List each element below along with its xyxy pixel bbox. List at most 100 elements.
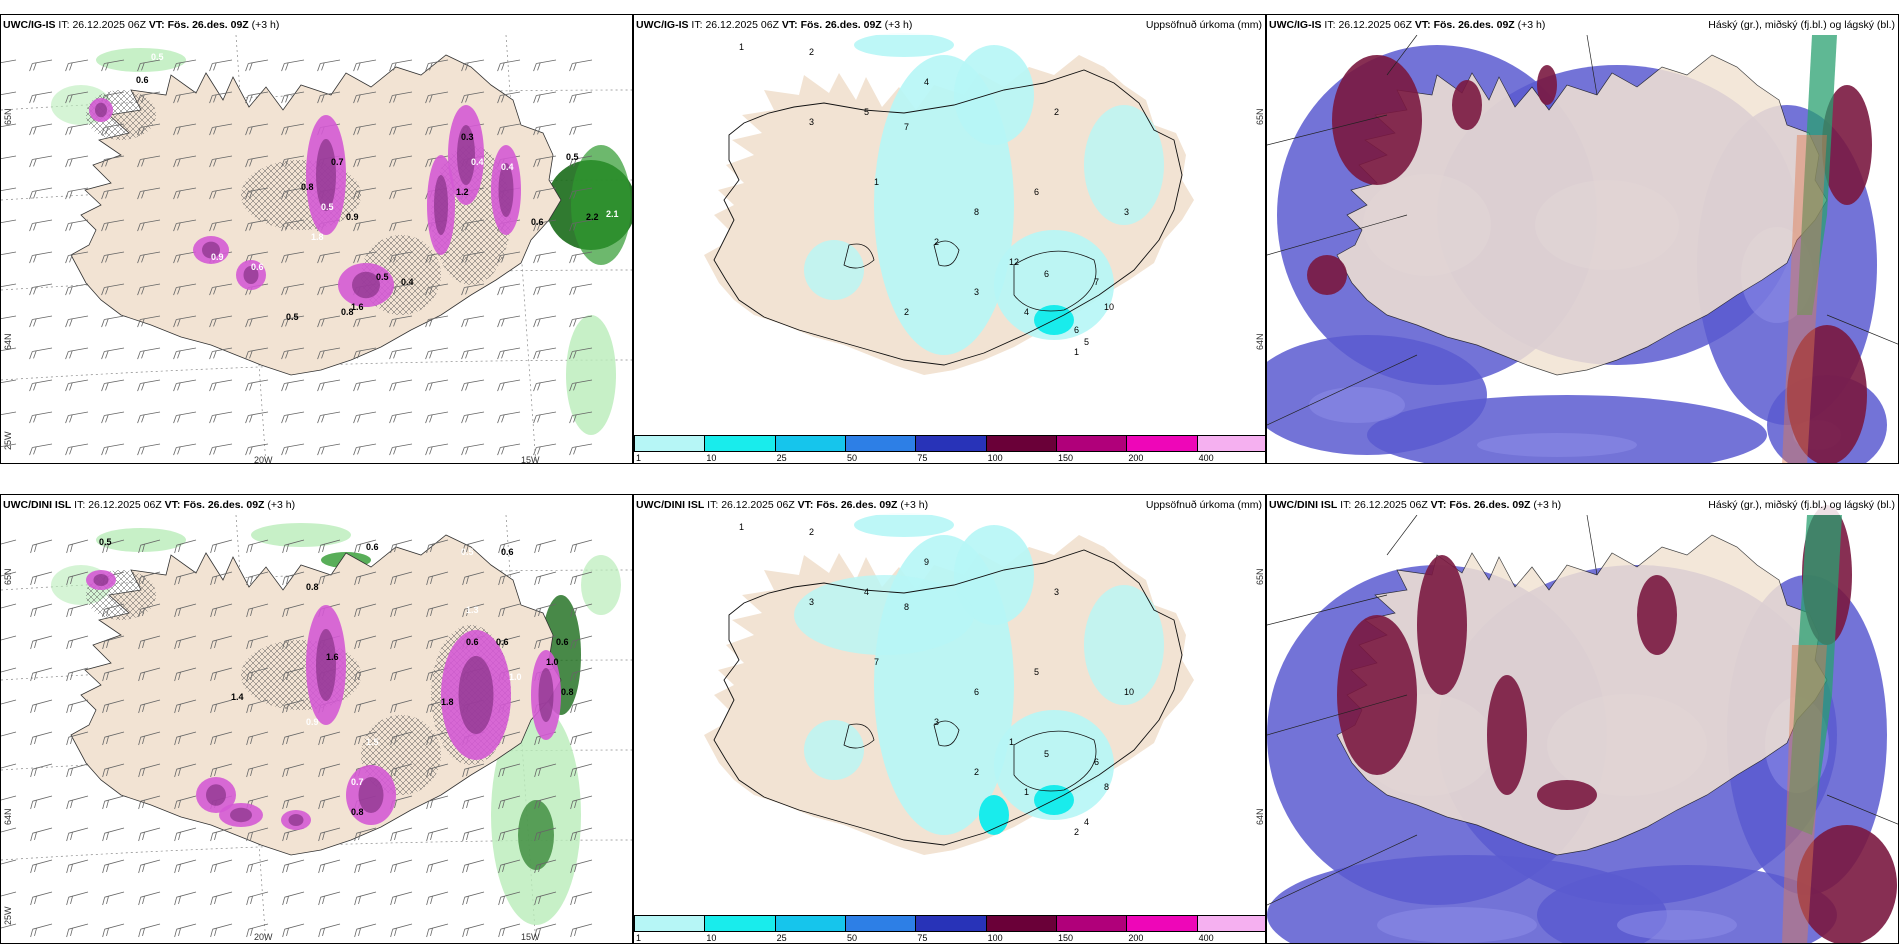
- precip-area: [581, 555, 621, 615]
- glacier-outline: [1013, 730, 1097, 792]
- it-value: 26.12.2025 06Z: [721, 499, 795, 511]
- vt-value: Fös. 26.des. 09Z: [1433, 19, 1515, 31]
- wind-barb: [353, 91, 377, 104]
- value-label: 5: [1084, 337, 1089, 347]
- wind-barb: [569, 123, 593, 136]
- low-cloud-area: [1367, 395, 1767, 463]
- wind-barb: [66, 763, 89, 778]
- wind-barb: [1, 667, 17, 674]
- mid-cloud-area: [1787, 325, 1867, 463]
- wind-barb: [210, 667, 233, 682]
- map-canvas[interactable]: [1267, 15, 1899, 464]
- wind-barb: [173, 59, 197, 72]
- value-label: 3: [1054, 587, 1059, 597]
- value-label: 0.6: [366, 542, 379, 552]
- panel-subtitle: Háský (gr.), miðský (fj.bl.) og lágský (…: [1708, 19, 1895, 31]
- wind-barb: [569, 155, 593, 168]
- wind-barb: [570, 539, 593, 554]
- lat-label: 65N: [1255, 108, 1265, 125]
- wind-barb: [30, 763, 53, 778]
- precip-shading: [704, 33, 1194, 375]
- snow-value-labels: 0.5 0.6 0.5 0.4 0.3 1.2 0.4 0.6 0.8 0.5 0.7 0.9 1.8 0…: [136, 52, 619, 322]
- cloud-panel-ig[interactable]: UWC/IG-IS IT: 26.12.2025 06Z VT: Fös. 26…: [1266, 14, 1899, 464]
- map-canvas[interactable]: 0.5 0.6 0.5 0.4 0.3 1.2 0.4 0.6 0.8 0.5 0.7 0.9 1.8 0…: [1, 15, 633, 464]
- wind-barb: [498, 571, 521, 586]
- value-label: 0.5: [461, 547, 474, 557]
- wind-barb: [246, 539, 269, 554]
- wind-barb: [426, 859, 449, 874]
- colorbar-segment: [774, 435, 846, 452]
- wind-barb: [281, 347, 305, 360]
- mid-cloud-area: [1307, 255, 1347, 295]
- value-label: 1.5: [366, 737, 379, 747]
- mid-cloud-area: [1332, 55, 1422, 185]
- wind-barb: [210, 827, 233, 842]
- precip-panel-ig[interactable]: UWC/IG-IS IT: 26.12.2025 06Z VT: Fös. 26…: [633, 14, 1266, 464]
- vt-label: VT:: [1414, 19, 1431, 31]
- map-canvas[interactable]: [1267, 495, 1899, 944]
- model-name: UWC/DINI ISL: [636, 499, 705, 511]
- value-label: 5: [864, 107, 869, 117]
- wind-barb: [138, 667, 161, 682]
- cloud-overlay: [1337, 505, 1897, 943]
- wind-barb: [245, 123, 269, 136]
- colorbar-tick-label: 75: [917, 933, 928, 943]
- wind-barb: [281, 443, 305, 456]
- wind-barb: [102, 795, 125, 810]
- wind-barb: [498, 763, 521, 778]
- value-label: 7: [1094, 277, 1099, 287]
- wind-barb: [210, 891, 233, 906]
- wind-barb: [1, 91, 17, 96]
- it-value: 26.12.2025 06Z: [705, 19, 779, 31]
- wind-barb: [101, 411, 125, 424]
- wind-barb: [209, 347, 233, 360]
- wind-barb: [138, 635, 161, 650]
- wind-barb: [210, 603, 233, 618]
- colorbar: 1 10 25 50 75 100 150 200 400: [634, 435, 1265, 463]
- wind-barb: [1, 635, 17, 642]
- lat-label: 65N: [3, 568, 13, 585]
- wind-barb: [318, 859, 341, 874]
- precip-panel-dini[interactable]: UWC/DINI ISL IT: 26.12.2025 06Z VT: Fös.…: [633, 494, 1266, 944]
- wind-barb: [1, 699, 17, 706]
- colorbar-tick-label: 400: [1198, 933, 1214, 943]
- wind-barb: [30, 891, 53, 906]
- wind-barb: [569, 379, 593, 392]
- model-name: UWC/IG-IS: [636, 19, 689, 31]
- wind-barb: [318, 539, 341, 554]
- wind-barb: [210, 923, 233, 938]
- wind-barb: [210, 731, 233, 746]
- high-cloud-band: [1797, 35, 1837, 315]
- wind-barb: [30, 827, 53, 842]
- wind-snow-panel-dini[interactable]: UWC/DINI ISL IT: 26.12.2025 06Z VT: Fös.…: [0, 494, 633, 944]
- wind-barb: [389, 59, 413, 72]
- wind-barb: [462, 827, 485, 842]
- map-canvas[interactable]: 0.5 0.5 0.6 0.5 0.6 0.8 1.3 0.6 0.6 1.0 1.6 1.4 0.9 1…: [1, 495, 633, 944]
- value-label: 6: [1074, 325, 1079, 335]
- wind-barb: [101, 379, 125, 392]
- lon-label: 20W: [254, 932, 273, 942]
- map-canvas[interactable]: 1 2 3 4 8 9 5 6 7 3 2 1 4 5 6 10 3 2 1 8: [634, 495, 1266, 944]
- wind-barb: [245, 443, 269, 456]
- wind-barb: [281, 251, 305, 264]
- high-cloud-band-edge: [1782, 645, 1827, 943]
- wind-barb: [245, 379, 269, 392]
- precip-value-labels: 1 2 3 4 8 9 5 6 7 3 2 1 4 5 6 10 3 2 1 8: [739, 522, 1134, 837]
- wind-barb: [282, 667, 305, 682]
- wind-barb: [101, 315, 125, 328]
- wind-snow-panel-ig[interactable]: UWC/IG-IS IT: 26.12.2025 06Z VT: Fös. 26…: [0, 14, 633, 464]
- snow-core: [95, 102, 107, 118]
- wind-barb: [138, 827, 161, 842]
- wind-barb: [66, 699, 89, 714]
- wind-barb: [1, 219, 17, 224]
- cloud-panel-dini[interactable]: UWC/DINI ISL IT: 26.12.2025 06Z VT: Fös.…: [1266, 494, 1899, 944]
- panel-title: UWC/IG-IS IT: 26.12.2025 06Z VT: Fös. 26…: [634, 15, 1265, 35]
- precip-area: [1084, 585, 1164, 705]
- colorbar-tick-label: 10: [706, 933, 717, 943]
- vt-label: VT:: [148, 19, 165, 31]
- colorbar-segment: [845, 915, 917, 932]
- lat-label: 65N: [1255, 568, 1265, 585]
- wind-barb: [497, 379, 521, 392]
- wind-barb: [281, 59, 305, 72]
